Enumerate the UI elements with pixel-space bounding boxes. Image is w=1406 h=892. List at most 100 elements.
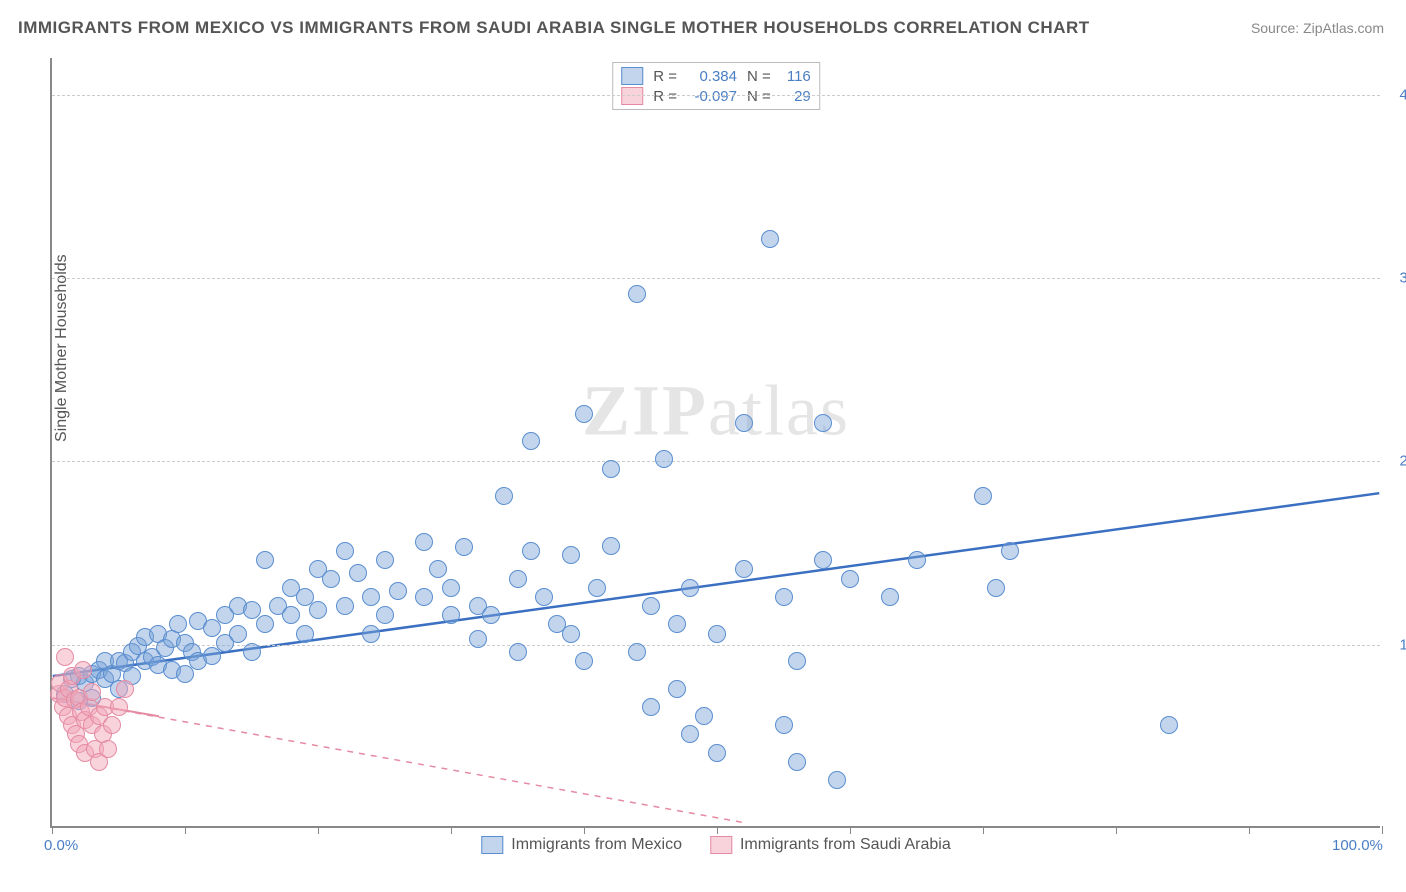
x-tick-label: 0.0% [44, 837, 78, 854]
data-point [602, 460, 620, 478]
data-point [775, 588, 793, 606]
n-label: N = [747, 68, 771, 85]
gridline [52, 461, 1380, 462]
data-point [256, 551, 274, 569]
data-point [110, 698, 128, 716]
data-point [788, 753, 806, 771]
data-point [562, 625, 580, 643]
data-point [668, 615, 686, 633]
data-point [495, 487, 513, 505]
r-label: R = [653, 88, 677, 105]
x-tick [584, 826, 585, 834]
trend-lines [52, 58, 1380, 826]
y-axis-label: Single Mother Households [53, 254, 71, 442]
data-point [695, 707, 713, 725]
data-point [116, 680, 134, 698]
data-point [229, 625, 247, 643]
data-point [642, 597, 660, 615]
data-point [1001, 542, 1019, 560]
data-point [522, 432, 540, 450]
swatch-icon [621, 67, 643, 85]
data-point [775, 716, 793, 734]
data-point [681, 579, 699, 597]
y-tick-label: 40.0% [1399, 86, 1406, 103]
data-point [83, 683, 101, 701]
corr-row-saudi: R = -0.097 N = 29 [621, 86, 811, 106]
data-point [336, 597, 354, 615]
legend-item-saudi: Immigrants from Saudi Arabia [710, 836, 951, 854]
source-label: Source: [1251, 20, 1299, 36]
data-point [575, 652, 593, 670]
plot-area: Single Mother Households ZIPatlas R = 0.… [50, 58, 1380, 828]
data-point [415, 588, 433, 606]
gridline [52, 95, 1380, 96]
data-point [429, 560, 447, 578]
data-point [708, 625, 726, 643]
data-point [482, 606, 500, 624]
data-point [881, 588, 899, 606]
y-tick-label: 30.0% [1399, 270, 1406, 287]
source-attribution: Source: ZipAtlas.com [1251, 20, 1384, 36]
y-tick-label: 20.0% [1399, 453, 1406, 470]
data-point [735, 560, 753, 578]
x-tick [1382, 826, 1383, 834]
n-value: 29 [781, 88, 811, 105]
data-point [841, 570, 859, 588]
data-point [788, 652, 806, 670]
legend-label: Immigrants from Mexico [511, 836, 682, 854]
data-point [575, 405, 593, 423]
r-label: R = [653, 68, 677, 85]
data-point [974, 487, 992, 505]
x-tick [185, 826, 186, 834]
data-point [987, 579, 1005, 597]
data-point [708, 744, 726, 762]
data-point [735, 414, 753, 432]
data-point [362, 588, 380, 606]
data-point [602, 537, 620, 555]
data-point [415, 533, 433, 551]
data-point [282, 606, 300, 624]
source-link[interactable]: ZipAtlas.com [1303, 20, 1384, 36]
data-point [99, 740, 117, 758]
watermark: ZIPatlas [582, 370, 850, 453]
data-point [628, 285, 646, 303]
gridline [52, 278, 1380, 279]
r-value: 0.384 [687, 68, 737, 85]
data-point [908, 551, 926, 569]
x-tick [717, 826, 718, 834]
x-tick [983, 826, 984, 834]
data-point [322, 570, 340, 588]
corr-row-mexico: R = 0.384 N = 116 [621, 66, 811, 86]
y-tick-label: 10.0% [1399, 636, 1406, 653]
swatch-icon [481, 836, 503, 854]
data-point [442, 606, 460, 624]
data-point [828, 771, 846, 789]
swatch-icon [710, 836, 732, 854]
data-point [535, 588, 553, 606]
data-point [655, 450, 673, 468]
data-point [642, 698, 660, 716]
data-point [509, 570, 527, 588]
data-point [243, 643, 261, 661]
data-point [376, 551, 394, 569]
x-tick [451, 826, 452, 834]
data-point [1160, 716, 1178, 734]
data-point [349, 564, 367, 582]
data-point [681, 725, 699, 743]
n-value: 116 [781, 68, 811, 85]
data-point [256, 615, 274, 633]
correlation-legend: R = 0.384 N = 116 R = -0.097 N = 29 [612, 62, 820, 110]
data-point [469, 630, 487, 648]
data-point [761, 230, 779, 248]
data-point [243, 601, 261, 619]
data-point [296, 625, 314, 643]
data-point [628, 643, 646, 661]
data-point [668, 680, 686, 698]
x-tick [850, 826, 851, 834]
data-point [376, 606, 394, 624]
n-label: N = [747, 88, 771, 105]
data-point [814, 551, 832, 569]
data-point [336, 542, 354, 560]
data-point [169, 615, 187, 633]
x-tick [1249, 826, 1250, 834]
